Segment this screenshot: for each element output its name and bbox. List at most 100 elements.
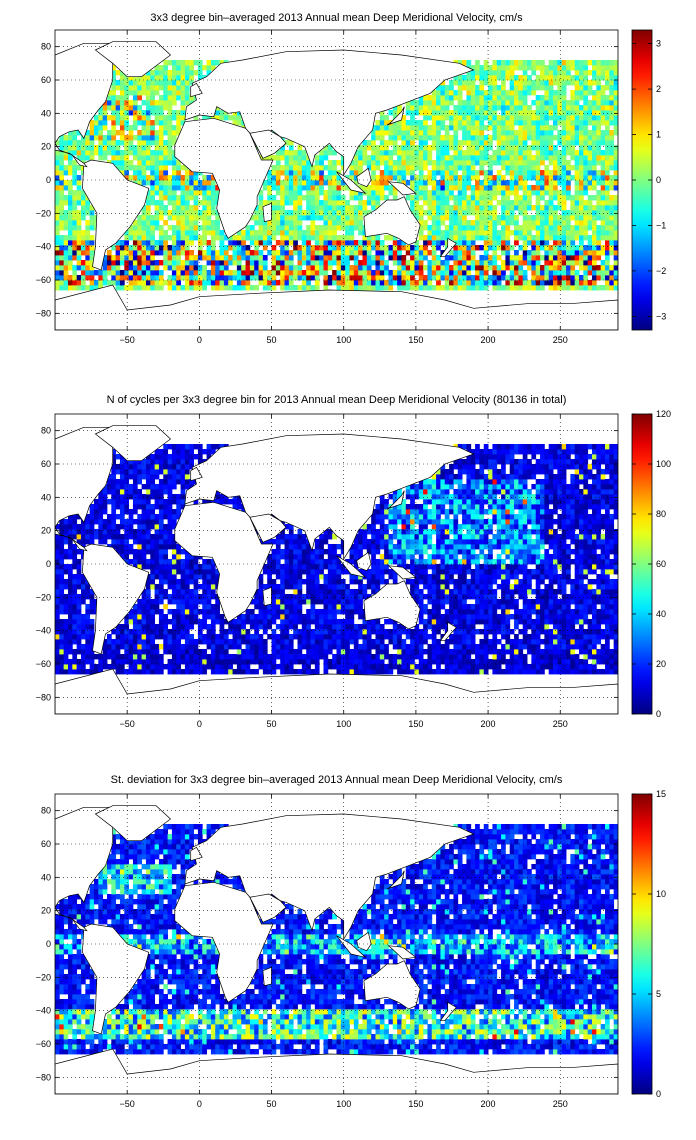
bin-cell: [63, 245, 69, 251]
bin-cell: [410, 100, 415, 106]
bin-cell: [362, 255, 368, 261]
bin-cell: [72, 225, 78, 231]
bin-cell: [570, 90, 576, 96]
bin-cell: [505, 210, 511, 216]
bin-cell: [197, 75, 203, 81]
bin-cell: [163, 120, 168, 126]
bin-cell: [115, 504, 121, 510]
bin-cell: [102, 664, 108, 670]
bin-cell: [470, 185, 476, 191]
bin-cell: [414, 145, 420, 151]
bin-cell: [167, 559, 173, 565]
bin-cell: [609, 95, 615, 101]
bin-cell: [154, 634, 160, 640]
bin-cell: [592, 60, 597, 66]
bin-cell: [592, 110, 597, 116]
bin-cell: [379, 280, 385, 286]
bin-cell: [76, 155, 82, 161]
bin-cell: [388, 130, 394, 136]
bin-cell: [505, 160, 511, 166]
bin-cell: [76, 564, 82, 570]
bin-cell: [236, 260, 242, 266]
bin-cell: [176, 509, 181, 515]
bin-cell: [150, 549, 156, 555]
bin-cell: [462, 170, 467, 176]
bin-cell: [375, 185, 381, 191]
bin-cell: [522, 80, 528, 86]
bin-cell: [535, 230, 541, 236]
bin-cell: [306, 250, 311, 256]
bin-cell: [492, 85, 498, 91]
bin-cell: [141, 469, 147, 475]
bin-cell: [436, 210, 441, 216]
bin-cell: [587, 260, 593, 266]
bin-cell: [297, 260, 303, 266]
bin-cell: [171, 639, 177, 645]
bin-cell: [583, 60, 589, 66]
bin-cell: [470, 85, 476, 91]
bin-cell: [180, 225, 186, 231]
bin-cell: [176, 624, 181, 630]
bin-cell: [583, 205, 589, 211]
bin-cell: [483, 155, 489, 161]
bin-cell: [219, 270, 225, 276]
bin-cell: [488, 240, 493, 246]
bin-cell: [535, 130, 541, 136]
bin-cell: [561, 270, 567, 276]
bin-cell: [440, 240, 446, 246]
bin-cell: [128, 80, 134, 86]
bin-cell: [76, 260, 82, 266]
bin-cell: [72, 180, 78, 186]
bin-cell: [145, 140, 151, 146]
bin-cell: [271, 180, 277, 186]
bin-cell: [414, 200, 420, 206]
bin-cell: [180, 579, 186, 585]
bin-cell: [145, 200, 151, 206]
bin-cell: [280, 220, 285, 226]
bin-cell: [184, 235, 190, 241]
bin-cell: [353, 280, 359, 286]
bin-cell: [63, 220, 69, 226]
bin-cell: [583, 230, 589, 236]
bin-cell: [314, 285, 320, 291]
bin-cell: [150, 255, 156, 261]
bin-cell: [167, 669, 173, 675]
bin-cell: [349, 225, 355, 231]
bin-cell: [72, 624, 78, 630]
bin-cell: [293, 275, 298, 281]
bin-cell: [176, 514, 181, 520]
bin-cell: [501, 220, 506, 226]
bin-cell: [197, 70, 203, 76]
bin-cell: [314, 215, 320, 221]
bin-cell: [423, 100, 428, 106]
bin-cell: [427, 125, 433, 131]
bin-cell: [548, 195, 554, 201]
bin-cell: [76, 529, 82, 535]
bin-cell: [336, 270, 342, 276]
bin-cell: [561, 100, 567, 106]
bin-cell: [358, 170, 363, 176]
bin-cell: [310, 165, 316, 171]
bin-cell: [466, 210, 472, 216]
bin-cell: [427, 275, 433, 281]
bin-cell: [106, 484, 112, 490]
bin-cell: [332, 260, 337, 266]
bin-cell: [371, 150, 376, 156]
bin-cell: [215, 250, 220, 256]
bin-cell: [583, 100, 589, 106]
bin-cell: [358, 215, 363, 221]
bin-cell: [76, 145, 82, 151]
bin-cell: [89, 504, 95, 510]
bin-cell: [587, 115, 593, 121]
bin-cell: [137, 639, 143, 645]
bin-cell: [63, 644, 69, 650]
bin-cell: [431, 160, 437, 166]
bin-cell: [150, 130, 156, 136]
bin-cell: [596, 225, 602, 231]
bin-cell: [89, 629, 95, 635]
bin-cell: [150, 175, 156, 181]
bin-cell: [605, 190, 610, 196]
bin-cell: [600, 175, 606, 181]
bin-cell: [431, 175, 437, 181]
bin-cell: [596, 215, 602, 221]
